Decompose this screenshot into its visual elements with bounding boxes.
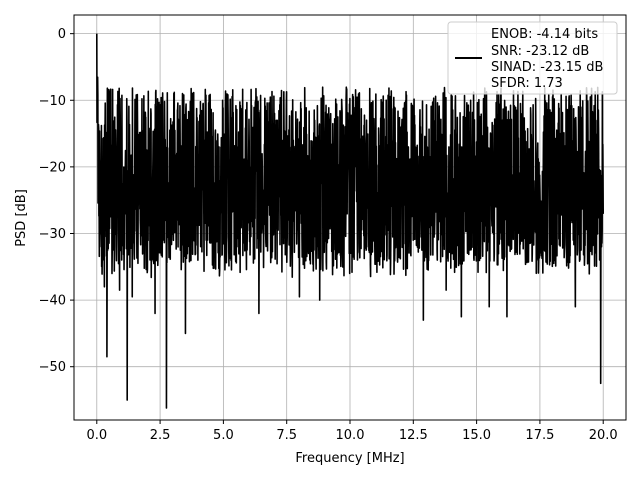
y-tick-label: −30 <box>39 227 66 242</box>
legend-sfdr: SFDR: 1.73 <box>491 76 563 91</box>
x-tick-label: 7.5 <box>276 428 297 443</box>
y-tick-label: −40 <box>39 294 66 309</box>
legend: ENOB: -4.14 bits SNR: -23.12 dB SINAD: -… <box>447 21 618 95</box>
x-tick-label: 12.5 <box>399 428 428 443</box>
legend-snr: SNR: -23.12 dB <box>491 44 589 59</box>
x-tick-label: 2.5 <box>150 428 171 443</box>
psd-series-line <box>95 33 605 409</box>
x-tick-label: 0.0 <box>86 428 107 443</box>
x-axis-ticks: 0.0 2.5 5.0 7.5 10.0 12.5 15.0 17.5 20.0 <box>86 420 618 443</box>
y-tick-label: −10 <box>39 94 66 109</box>
y-tick-label: 0 <box>58 27 66 42</box>
y-tick-label: −50 <box>39 360 66 375</box>
x-tick-label: 17.5 <box>525 428 554 443</box>
y-axis-ticks: 0 −10 −20 −30 −40 −50 <box>39 27 74 375</box>
plot-area <box>95 33 605 409</box>
legend-enob: ENOB: -4.14 bits <box>491 27 598 42</box>
x-tick-label: 15.0 <box>462 428 491 443</box>
legend-box <box>447 21 618 95</box>
x-tick-label: 5.0 <box>213 428 234 443</box>
legend-sinad: SINAD: -23.15 dB <box>491 60 603 75</box>
x-tick-label: 20.0 <box>589 428 618 443</box>
x-tick-label: 10.0 <box>336 428 365 443</box>
y-axis-label: PSD [dB] <box>14 189 29 247</box>
x-axis-label: Frequency [MHz] <box>295 451 404 466</box>
y-tick-label: −20 <box>39 160 66 175</box>
